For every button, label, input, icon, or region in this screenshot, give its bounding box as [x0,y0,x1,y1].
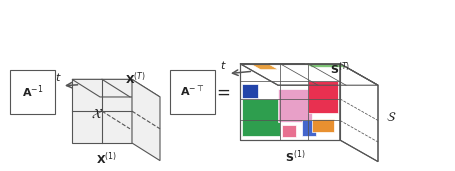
Polygon shape [132,79,160,161]
Polygon shape [305,64,347,68]
Text: $\mathbf{A}^{-\top}$: $\mathbf{A}^{-\top}$ [180,85,205,99]
Bar [242,84,258,98]
Bar [308,81,338,113]
Bar [282,125,296,137]
Bar [10,70,55,114]
Polygon shape [72,79,160,97]
Bar [242,99,280,136]
Text: $t$: $t$ [55,71,61,83]
Bar [170,70,215,114]
Text: $\mathbf{X}^{(1)}$: $\mathbf{X}^{(1)}$ [96,151,117,167]
Text: $\mathbf{S}^{(T)}$: $\mathbf{S}^{(T)}$ [330,61,350,77]
Text: $=$: $=$ [213,83,231,101]
Text: $\mathbf{A}^{-1}$: $\mathbf{A}^{-1}$ [22,83,43,100]
Polygon shape [240,64,378,85]
Polygon shape [250,64,278,70]
Bar [278,89,312,122]
Polygon shape [72,79,132,143]
Text: $t$: $t$ [220,59,226,71]
Text: $\mathcal{X}$: $\mathcal{X}$ [91,107,103,121]
Bar [302,121,316,136]
Text: $\mathcal{S}$: $\mathcal{S}$ [386,111,396,124]
Bar [312,119,334,132]
Text: $\mathbf{X}^{(T)}$: $\mathbf{X}^{(T)}$ [125,71,146,87]
Text: $\mathbf{S}^{(1)}$: $\mathbf{S}^{(1)}$ [285,148,305,165]
Polygon shape [340,64,378,162]
Polygon shape [240,64,340,140]
